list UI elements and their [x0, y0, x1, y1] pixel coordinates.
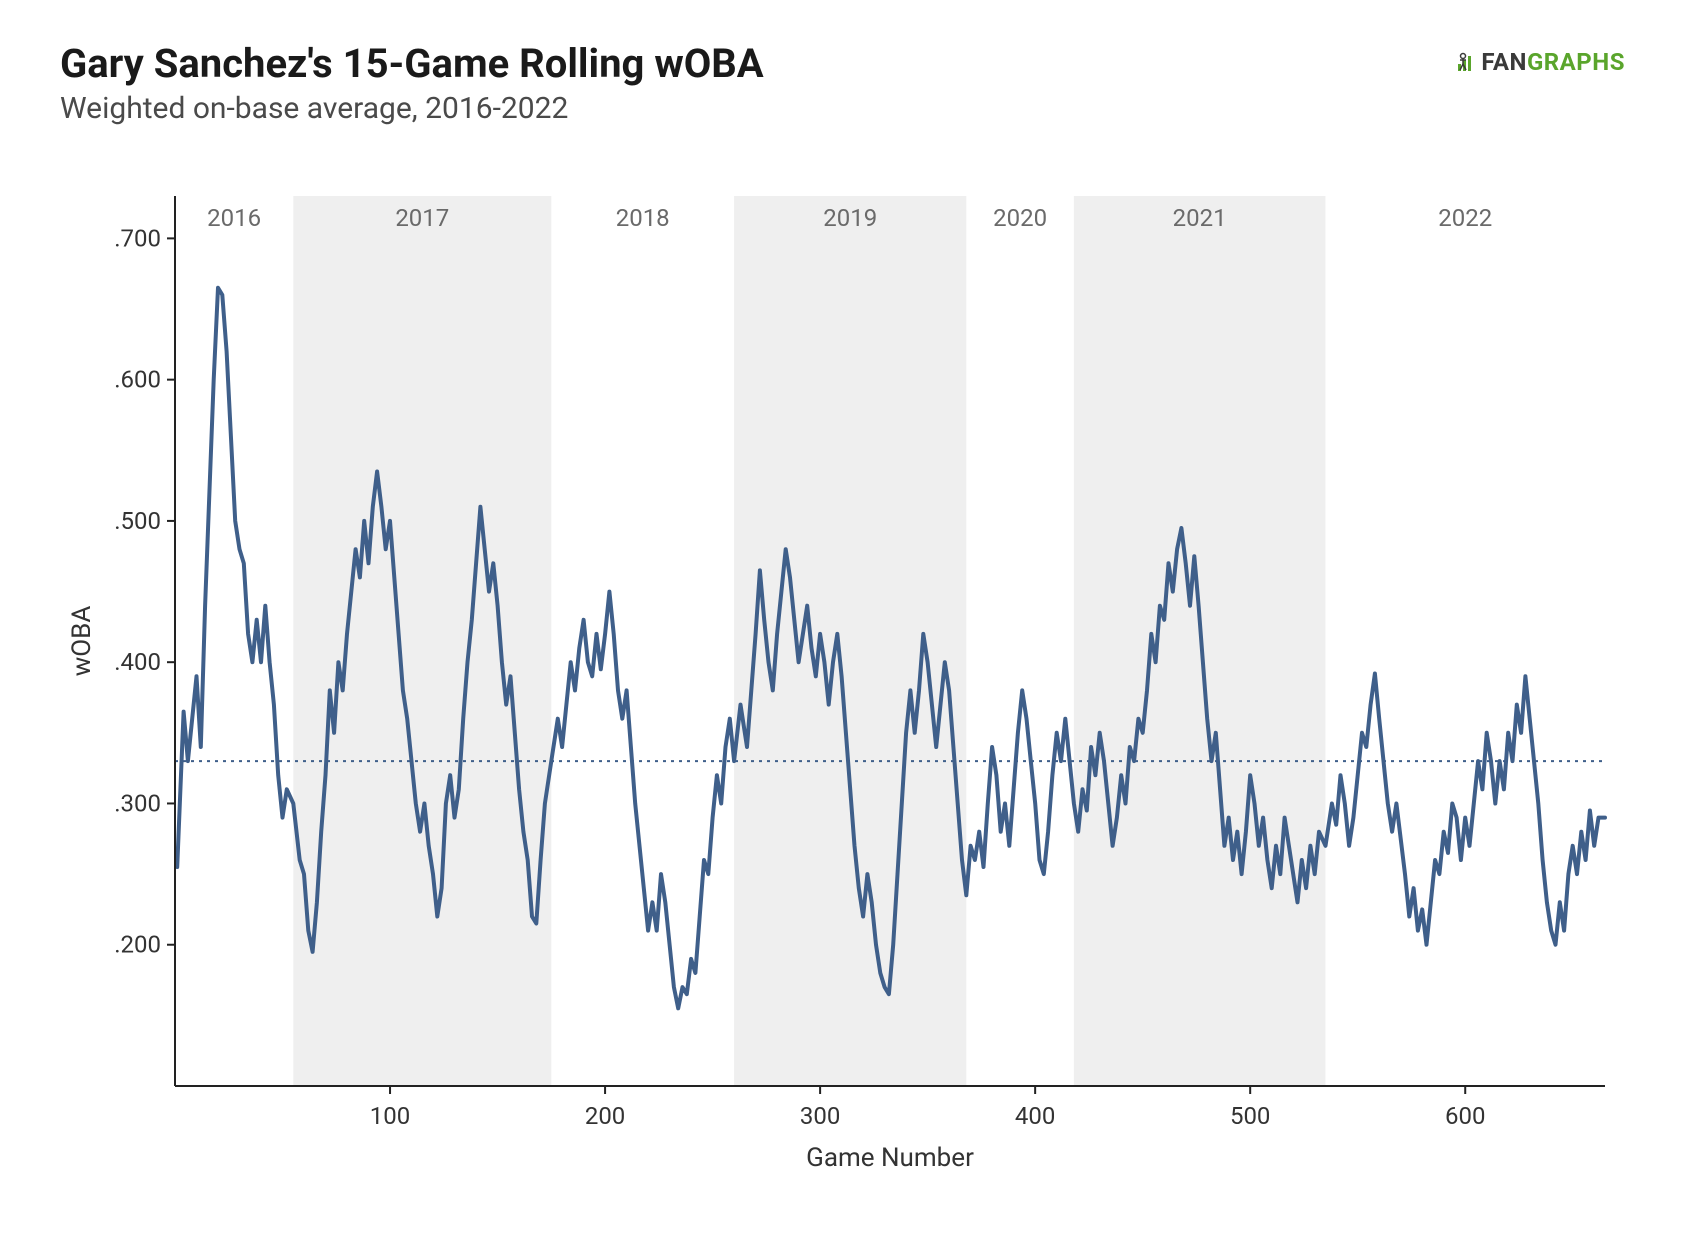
woba-line-chart: .200 .300 .400 .500 .600 .700 100 200 300 400 500 6… [60, 176, 1625, 1196]
x-tick-label: 600 [1445, 1102, 1485, 1130]
season-label: 2016 [207, 204, 261, 232]
fangraphs-logo-icon [1455, 50, 1479, 74]
y-axis-label: wOBA [67, 606, 97, 677]
chart-title: Gary Sanchez's 15-Game Rolling wOBA [60, 40, 1625, 87]
logo-text-graphs: GRAPHS [1527, 48, 1625, 76]
fangraphs-logo: FANGRAPHS [1455, 48, 1625, 76]
season-label: 2020 [993, 204, 1047, 232]
chart-area: .200 .300 .400 .500 .600 .700 100 200 300 400 500 6… [60, 176, 1625, 1200]
season-label: 2017 [395, 204, 449, 232]
y-tick-label: .300 [114, 789, 161, 817]
page-root: Gary Sanchez's 15-Game Rolling wOBA Weig… [0, 0, 1685, 1243]
x-tick-label: 400 [1015, 1102, 1055, 1130]
y-tick-label: .700 [114, 224, 161, 252]
x-tick-label: 500 [1230, 1102, 1270, 1130]
season-band [293, 196, 551, 1086]
x-tick-label: 200 [585, 1102, 625, 1130]
y-tick-label: .200 [114, 931, 161, 959]
season-label: 2018 [616, 204, 670, 232]
x-tick-label: 300 [800, 1102, 840, 1130]
x-axis-label: Game Number [806, 1143, 974, 1173]
season-label: 2022 [1438, 204, 1492, 232]
y-tick-label: .600 [114, 366, 161, 394]
logo-text-fan: FAN [1481, 48, 1527, 76]
season-band [734, 196, 966, 1086]
y-tick-label: .400 [114, 648, 161, 676]
chart-header: Gary Sanchez's 15-Game Rolling wOBA Weig… [60, 40, 1625, 126]
season-label: 2021 [1173, 204, 1227, 232]
x-tick-label: 100 [370, 1102, 410, 1130]
chart-subtitle: Weighted on-base average, 2016-2022 [60, 91, 1625, 126]
y-tick-label: .500 [114, 507, 161, 535]
season-label: 2019 [823, 204, 877, 232]
